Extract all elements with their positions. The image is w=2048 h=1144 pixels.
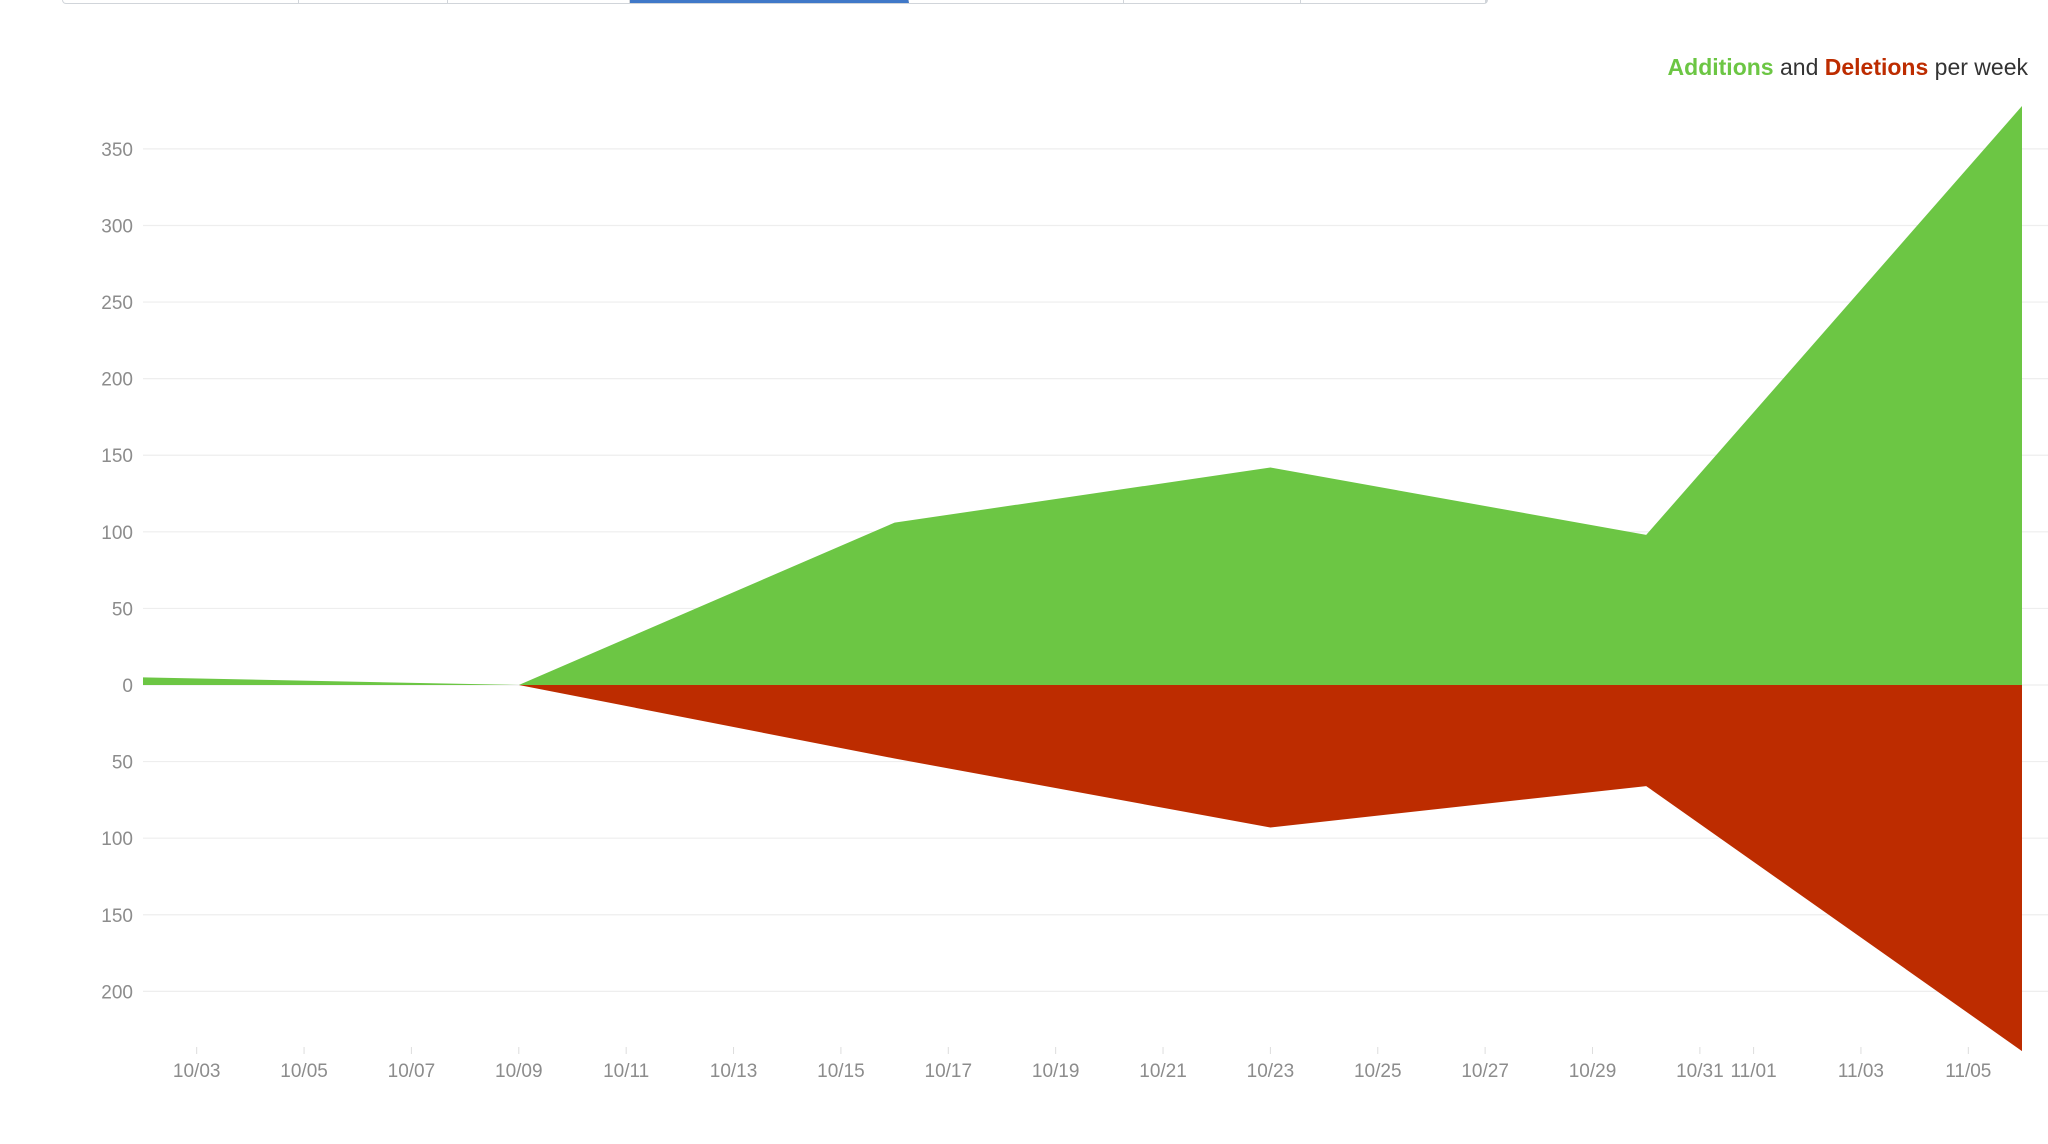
- y-tick-label: 100: [101, 829, 133, 850]
- tab-3[interactable]: [448, 0, 630, 3]
- x-tick-label: 11/05: [1945, 1061, 1991, 1082]
- y-tick-label: 150: [101, 906, 133, 927]
- tab-2[interactable]: [299, 0, 449, 3]
- tab-4[interactable]: [629, 0, 910, 3]
- additions-area: [143, 106, 2022, 686]
- x-tick-label: 10/23: [1247, 1061, 1295, 1082]
- tab-8[interactable]: [1486, 0, 1487, 3]
- y-tick-label: 100: [101, 523, 133, 544]
- y-tick-label: 50: [112, 753, 133, 774]
- chart-areas: [143, 106, 2022, 1052]
- x-tick-label: 10/25: [1354, 1061, 1402, 1082]
- y-tick-label: 250: [101, 293, 133, 314]
- deletions-area: [143, 685, 2022, 1052]
- x-tick-label: 10/05: [280, 1061, 328, 1082]
- legend-suffix: per week: [1928, 54, 2028, 80]
- x-tick-label: 10/11: [603, 1061, 649, 1082]
- legend-additions: Additions: [1667, 54, 1774, 80]
- x-tick-label: 10/31: [1676, 1061, 1724, 1082]
- y-axis: 350 300 250 200 150 100 50 0 50 100 150 200: [101, 140, 133, 1003]
- tab-5[interactable]: [909, 0, 1124, 3]
- x-tick-label: 10/29: [1569, 1061, 1617, 1082]
- x-axis: 10/03 10/05 10/07 10/09 10/11 10/13 10/15 10/17…: [173, 1047, 1991, 1082]
- chart-legend: Additions and Deletions per week: [1668, 54, 2028, 81]
- x-tick-label: 11/01: [1731, 1061, 1777, 1082]
- y-tick-label: 200: [101, 982, 133, 1003]
- x-tick-label: 10/03: [173, 1061, 221, 1082]
- y-tick-label: 300: [101, 216, 133, 237]
- x-tick-label: 11/03: [1838, 1061, 1884, 1082]
- x-tick-label: 10/09: [495, 1061, 543, 1082]
- y-tick-label: 200: [101, 370, 133, 391]
- legend-and: and: [1773, 54, 1825, 80]
- legend-deletions: Deletions: [1824, 54, 1929, 80]
- x-tick-label: 10/21: [1139, 1061, 1187, 1082]
- x-tick-label: 10/07: [388, 1061, 436, 1082]
- x-tick-label: 10/13: [710, 1061, 758, 1082]
- tab-6[interactable]: [1124, 0, 1302, 3]
- y-tick-label: 150: [101, 446, 133, 467]
- y-tick-label: 0: [122, 676, 133, 697]
- tab-1[interactable]: [63, 0, 299, 3]
- x-tick-label: 10/27: [1461, 1061, 1509, 1082]
- x-tick-label: 10/15: [817, 1061, 865, 1082]
- y-tick-label: 50: [112, 599, 133, 620]
- x-tick-label: 10/19: [1032, 1061, 1080, 1082]
- y-tick-label: 350: [101, 140, 133, 161]
- tab-7[interactable]: [1301, 0, 1486, 3]
- x-tick-label: 10/17: [925, 1061, 973, 1082]
